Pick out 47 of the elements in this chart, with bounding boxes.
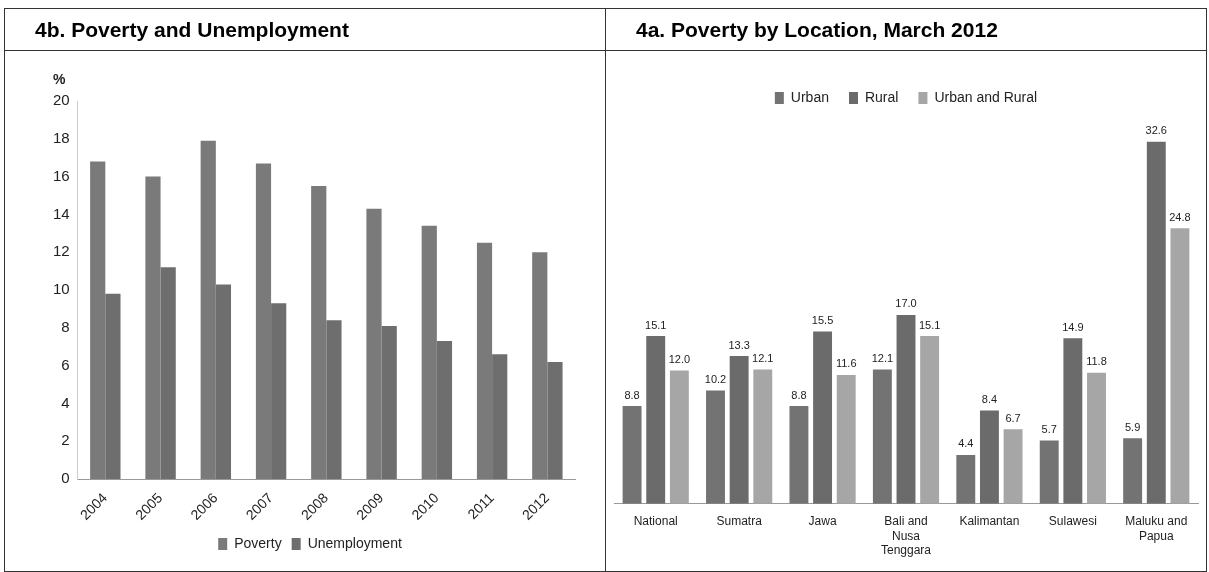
data-label: 6.7 bbox=[1005, 411, 1021, 424]
y-tick-label: 12 bbox=[53, 242, 70, 260]
x-tick-label: Maluku and Papua bbox=[1125, 514, 1188, 543]
x-tick-label: Sulawesi bbox=[1048, 514, 1097, 529]
data-label: 15.1 bbox=[645, 318, 667, 331]
y-tick-label: 18 bbox=[53, 128, 70, 146]
data-label: 5.7 bbox=[1041, 423, 1057, 436]
x-tick-label: National bbox=[633, 514, 678, 529]
y-tick-label: 20 bbox=[53, 91, 70, 109]
x-tick-label: Kalimantan bbox=[959, 514, 1020, 529]
legend-label: Urban bbox=[790, 88, 829, 105]
x-tick-label: Jawa bbox=[808, 514, 837, 529]
data-label: 24.8 bbox=[1169, 210, 1191, 223]
data-label: 12.0 bbox=[668, 353, 691, 366]
data-label: 15.5 bbox=[811, 314, 834, 327]
y-axis-title: % bbox=[53, 70, 67, 87]
legend-label: Urban and Rural bbox=[934, 88, 1038, 105]
data-label: 4.4 bbox=[958, 437, 974, 450]
data-label: 17.0 bbox=[895, 297, 917, 310]
y-tick-label: 4 bbox=[61, 393, 70, 411]
legend-label: Unemployment bbox=[307, 534, 402, 551]
data-label: 11.8 bbox=[1086, 355, 1107, 368]
data-label: 14.9 bbox=[1062, 320, 1084, 333]
data-label: 5.9 bbox=[1125, 420, 1141, 433]
data-label: 8.4 bbox=[981, 393, 998, 406]
y-tick-label: 10 bbox=[53, 280, 70, 298]
data-label: 8.8 bbox=[624, 388, 640, 401]
chart-title: 4a. Poverty by Location, March 2012 bbox=[606, 9, 1206, 51]
data-label: 12.1 bbox=[752, 351, 774, 364]
y-tick-label: 2 bbox=[61, 431, 70, 449]
x-tick-label: Sumatra bbox=[716, 514, 763, 529]
y-tick-label: 14 bbox=[53, 204, 70, 222]
legend-label: Rural bbox=[864, 88, 899, 105]
data-label: 15.1 bbox=[918, 318, 941, 331]
x-tick-label: Bali and Nusa Tenggara bbox=[880, 514, 932, 558]
data-label: 32.6 bbox=[1145, 124, 1167, 137]
data-label: 13.3 bbox=[728, 338, 750, 351]
data-label: 11.6 bbox=[835, 357, 857, 370]
y-tick-label: 0 bbox=[61, 469, 70, 487]
legend-label: Poverty bbox=[234, 534, 282, 551]
y-tick-label: 16 bbox=[53, 166, 70, 184]
y-tick-label: 8 bbox=[61, 318, 70, 335]
chart-title: 4b. Poverty and Unemployment bbox=[5, 9, 605, 51]
data-label: 12.1 bbox=[871, 351, 894, 364]
data-label: 10.2 bbox=[704, 373, 727, 386]
data-label: 8.8 bbox=[791, 388, 807, 401]
y-tick-label: 6 bbox=[61, 355, 70, 373]
